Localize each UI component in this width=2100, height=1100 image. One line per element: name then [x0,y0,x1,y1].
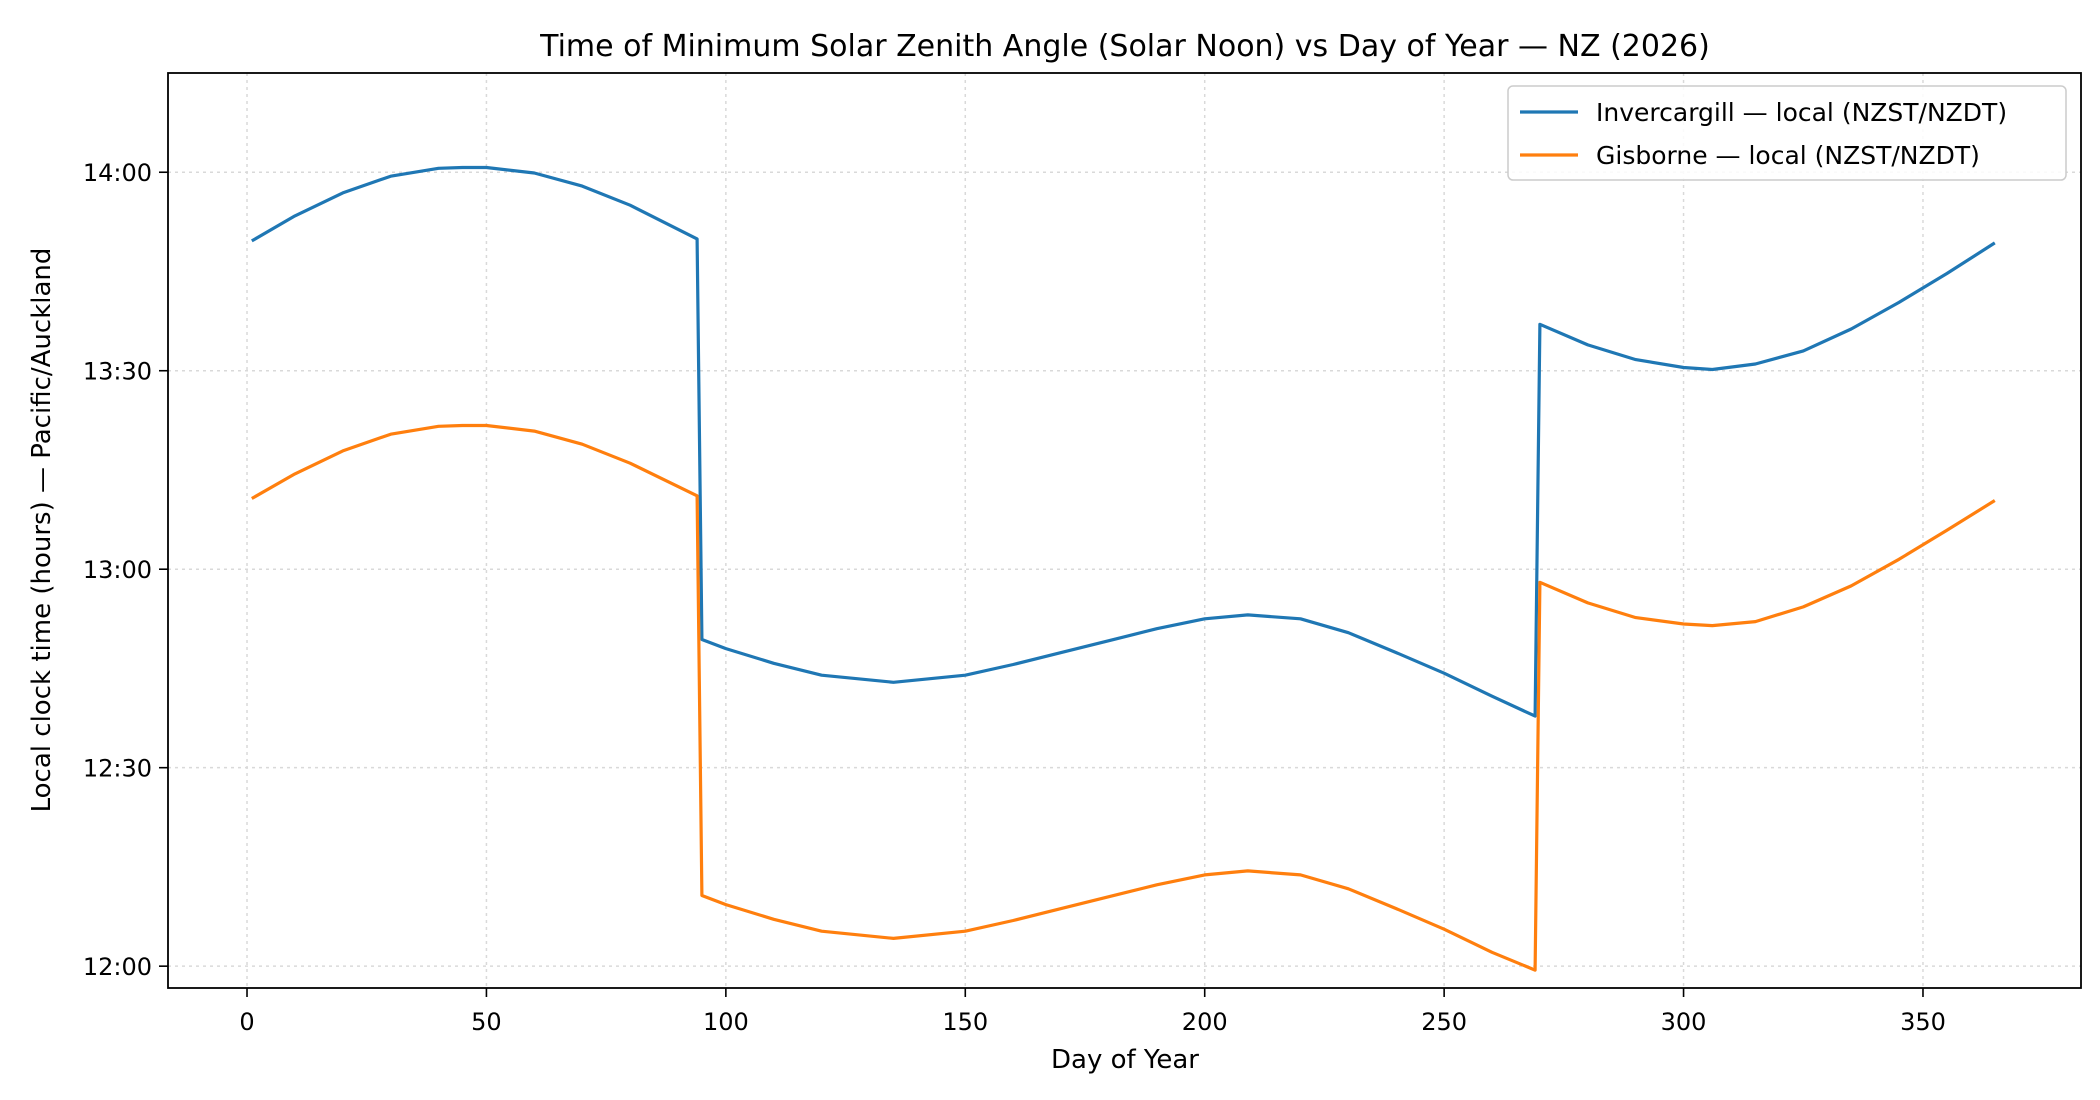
y-tick-label: 13:00 [83,556,152,584]
chart-title: Time of Minimum Solar Zenith Angle (Sola… [539,29,1710,64]
series-line-invercargill [250,165,1996,718]
x-tick-label: 50 [471,1008,502,1036]
x-tick-label: 150 [942,1008,988,1036]
x-tick-label: 350 [1900,1008,1946,1036]
x-tick-label: 300 [1661,1008,1707,1036]
legend-label-gisborne: Gisborne — local (NZST/NZDT) [1596,141,1980,170]
grid [168,73,2081,988]
x-tick-label: 0 [239,1008,254,1036]
legend-box [1507,85,2067,181]
y-axis: 12:00 12:30 13:00 13:30 14:00 [83,159,168,981]
x-axis: 0 50 100 150 200 250 300 350 [239,988,1946,1036]
x-tick-label: 100 [703,1008,749,1036]
x-axis-label: Day of Year [1051,1045,1199,1075]
y-tick-label: 14:00 [83,159,152,187]
y-axis-label: Local clock time (hours) — Pacific/Auckl… [27,248,57,813]
x-tick-label: 250 [1421,1008,1467,1036]
series-line-gisborne [251,423,1996,972]
x-tick-label: 200 [1182,1008,1228,1036]
legend-label-invercargill: Invercargill — local (NZST/NZDT) [1596,98,2007,127]
y-tick-label: 12:30 [83,755,152,783]
y-tick-label: 12:00 [83,953,152,981]
y-tick-label: 13:30 [83,358,152,386]
legend: Invercargill — local (NZST/NZDT) Gisborne… [1507,85,2067,181]
plot-frame [167,72,2082,989]
series-lines [250,165,1996,972]
